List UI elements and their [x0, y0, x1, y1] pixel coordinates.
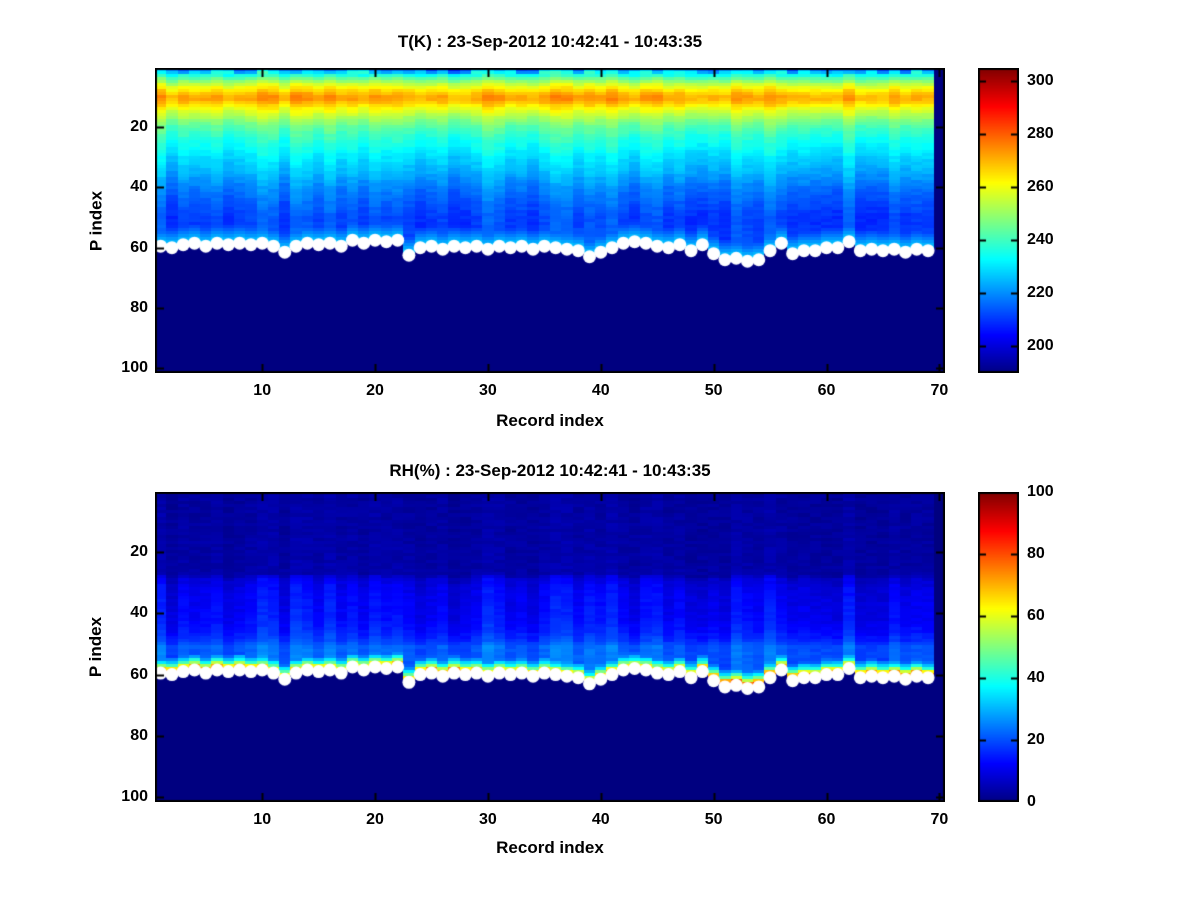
colorbar-tick-label: 300 [1027, 72, 1054, 90]
humidity-x-axis-label: Record index [496, 838, 604, 857]
humidity-colorbar-canvas [978, 492, 1019, 802]
humidity-plot-title: RH(%) : 23-Sep-2012 10:42:41 - 10:43:35 [389, 461, 711, 480]
x-tick-label: 50 [704, 811, 723, 828]
x-tick-label: 70 [930, 811, 949, 828]
humidity-y-axis-label: P index [86, 616, 105, 678]
colorbar-tick-label: 200 [1027, 337, 1054, 355]
colorbar-tick-label: 260 [1027, 178, 1054, 196]
x-tick-label: 40 [591, 811, 610, 828]
y-tick-label: 100 [121, 788, 148, 806]
temperature-colorbar-canvas [978, 68, 1019, 373]
temperature-x-axis-label: Record index [496, 411, 604, 430]
y-tick-label: 100 [121, 359, 148, 377]
colorbar-tick-label: 0 [1027, 793, 1036, 810]
colorbar-tick-label: 80 [1027, 545, 1045, 562]
x-tick-label: 60 [817, 382, 836, 399]
y-tick-label: 20 [130, 117, 148, 135]
colorbar-tick-label: 220 [1027, 284, 1054, 302]
x-tick-label: 60 [817, 811, 836, 828]
x-tick-label: 30 [479, 382, 497, 399]
colorbar-tick-label: 20 [1027, 731, 1045, 748]
x-tick-label: 40 [591, 382, 610, 399]
temperature-plot-title: T(K) : 23-Sep-2012 10:42:41 - 10:43:35 [397, 32, 703, 51]
temperature-y-axis-label: P index [86, 190, 105, 251]
x-tick-label: 10 [253, 382, 272, 399]
y-tick-label: 40 [130, 178, 148, 196]
x-tick-label: 20 [366, 811, 384, 828]
x-tick-label: 10 [253, 811, 272, 828]
y-tick-label: 60 [130, 238, 148, 256]
x-tick-label: 20 [366, 382, 384, 399]
x-tick-label: 50 [704, 382, 723, 399]
x-tick-label: 70 [930, 382, 949, 399]
y-tick-label: 60 [130, 665, 148, 683]
colorbar-tick-label: 40 [1027, 669, 1045, 686]
y-tick-label: 20 [130, 542, 148, 560]
colorbar-tick-label: 240 [1027, 231, 1054, 249]
y-tick-label: 40 [130, 604, 148, 622]
colorbar-tick-label: 280 [1027, 125, 1054, 143]
y-tick-label: 80 [130, 299, 148, 317]
humidity-heatmap-canvas [155, 492, 945, 802]
x-tick-label: 30 [479, 811, 497, 828]
colorbar-tick-label: 60 [1027, 607, 1045, 624]
colorbar-tick-label: 100 [1027, 483, 1054, 500]
y-tick-label: 80 [130, 727, 148, 744]
temperature-heatmap-canvas [155, 68, 945, 373]
